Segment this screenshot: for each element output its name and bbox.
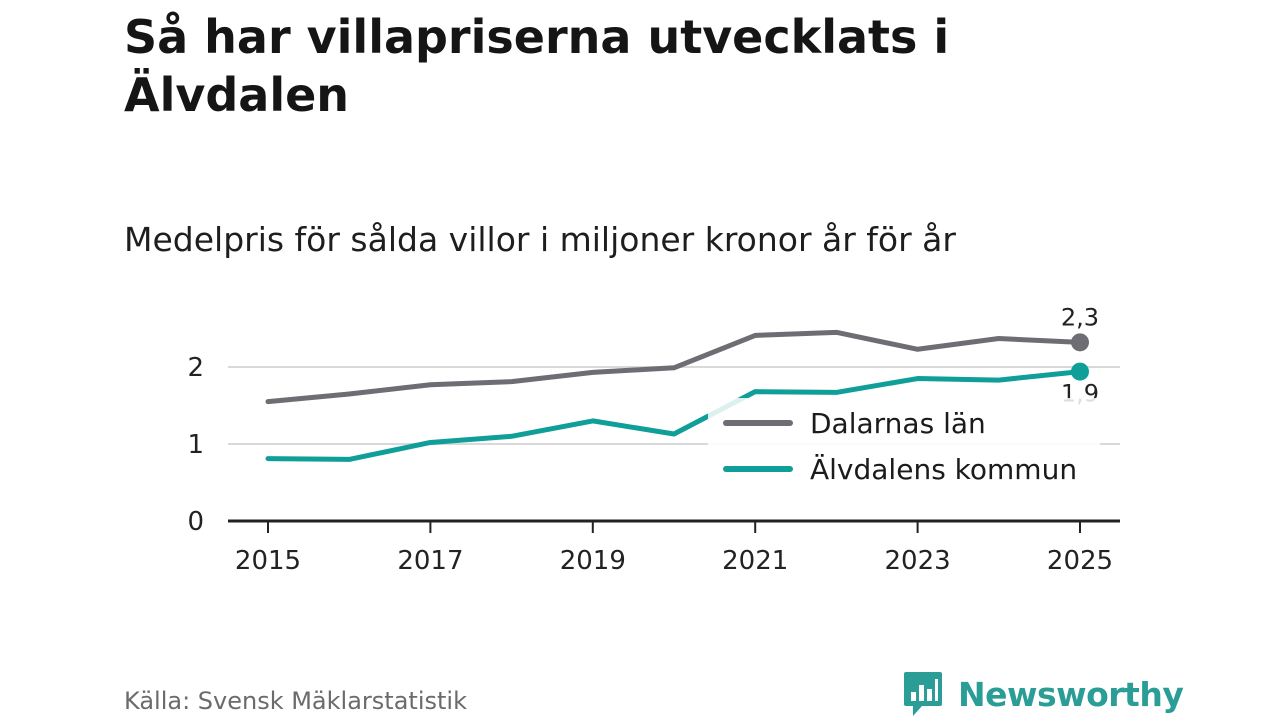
- end-label-dalarnas-lan: 2,3: [1061, 303, 1099, 331]
- y-tick-label-1: 1: [187, 430, 204, 460]
- x-tick-label-2017: 2017: [397, 546, 463, 576]
- x-tick-label-2025: 2025: [1047, 546, 1113, 576]
- legend: Dalarnas län Älvdalens kommun: [708, 398, 1100, 494]
- chart-subtitle: Medelpris för sålda villor i miljoner kr…: [124, 220, 956, 259]
- y-tick-label-0: 0: [187, 507, 204, 537]
- chart-title: Så har villapriserna utvecklats i Älvdal…: [124, 10, 950, 122]
- brand-name: Newsworthy: [958, 674, 1184, 714]
- x-tick-label-2021: 2021: [722, 546, 788, 576]
- y-tick-label-2: 2: [187, 353, 204, 383]
- legend-label-alvdalens-kommun: Älvdalens kommun: [810, 453, 1077, 486]
- end-marker-alvdalens-kommun: [1071, 362, 1089, 381]
- brand-logo: Newsworthy: [902, 670, 1184, 718]
- x-tick-label-2023: 2023: [885, 546, 951, 576]
- legend-label-dalarnas-lan: Dalarnas län: [810, 407, 986, 440]
- x-tick-label-2015: 2015: [235, 546, 301, 576]
- x-tick-label-2019: 2019: [560, 546, 626, 576]
- bar-chart-speech-bubble-icon: [904, 672, 942, 716]
- source-note: Källa: Svensk Mäklarstatistik: [124, 687, 467, 715]
- legend-background: [708, 398, 1100, 494]
- end-marker-dalarnas-lan: [1071, 333, 1089, 352]
